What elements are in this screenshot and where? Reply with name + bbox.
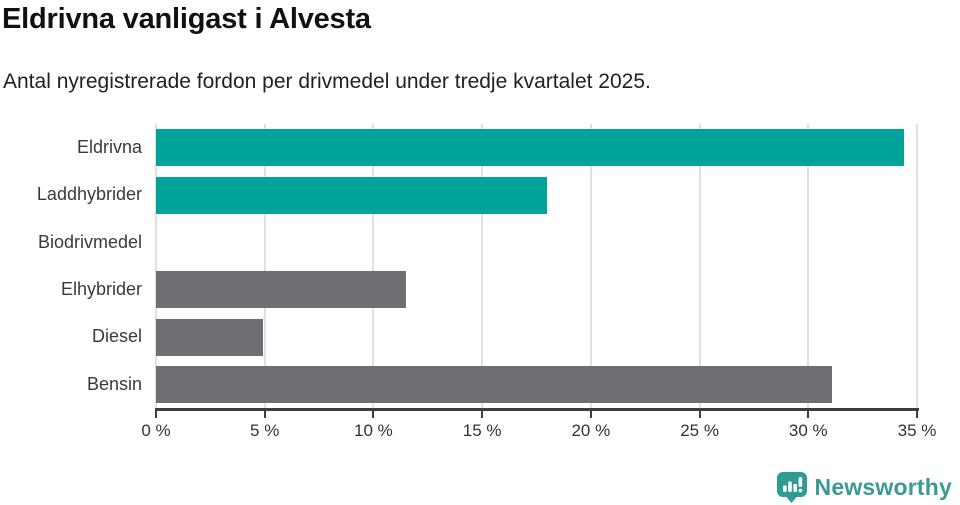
x-tick-mark [263,411,266,418]
newsworthy-logo[interactable]: Newsworthy [776,471,952,503]
x-axis-line [155,408,919,411]
newsworthy-wordmark: Newsworthy [814,473,952,500]
x-tick-label: 25 % [680,421,719,440]
x-tick-mark [807,411,810,418]
chart-title: Eldrivna vanligast i Alvesta [2,3,371,35]
category-label-laddhybrider: Laddhybrider [36,184,142,205]
newsworthy-icon [776,472,807,503]
x-tick-label: 35 % [897,421,937,440]
x-tick-mark [698,411,701,418]
gridline [481,124,484,408]
gridline [589,124,592,408]
x-tick-label: 0 % [141,421,171,440]
x-tick-mark [481,411,484,418]
x-tick-mark [589,411,592,418]
bar-elhybrider [156,271,407,309]
chart-subtitle: Antal nyregistrerade fordon per drivmede… [3,70,651,93]
x-tick-label: 5 % [250,421,280,440]
x-tick-label: 20 % [571,421,611,440]
gridline [807,124,810,408]
category-label-biodrivmedel: Biodrivmedel [37,231,142,252]
bar-laddhybrider [156,176,548,214]
bar-eldrivna [156,129,904,167]
category-label-diesel: Diesel [91,326,142,347]
gridline [916,124,918,408]
x-tick-mark [155,411,157,418]
x-tick-label: 10 % [354,421,393,440]
gridline [263,124,266,408]
gridline [155,124,157,408]
x-tick-mark [372,411,375,418]
bar-diesel [156,318,263,356]
plot-area [155,124,918,408]
x-tick-mark [916,411,918,418]
category-label-bensin: Bensin [86,373,142,394]
x-tick-label: 30 % [788,421,828,440]
category-label-elhybrider: Elhybrider [60,279,142,300]
category-label-eldrivna: Eldrivna [76,137,142,158]
gridline [372,124,375,408]
gridline [698,124,701,408]
x-tick-label: 15 % [462,421,502,440]
bar-bensin [156,365,833,403]
